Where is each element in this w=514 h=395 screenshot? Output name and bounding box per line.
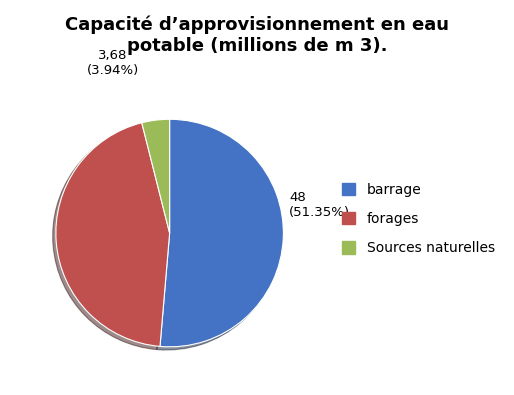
Text: 3,68
(3.94%): 3,68 (3.94%) [87, 49, 139, 77]
Wedge shape [142, 119, 170, 233]
Wedge shape [56, 123, 170, 346]
Wedge shape [160, 119, 283, 347]
Text: Capacité d’approvisionnement en eau
potable (millions de m 3).: Capacité d’approvisionnement en eau pota… [65, 16, 449, 55]
Legend: barrage, forages, Sources naturelles: barrage, forages, Sources naturelles [341, 182, 494, 255]
Text: 48
(51.35%): 48 (51.35%) [289, 191, 350, 218]
